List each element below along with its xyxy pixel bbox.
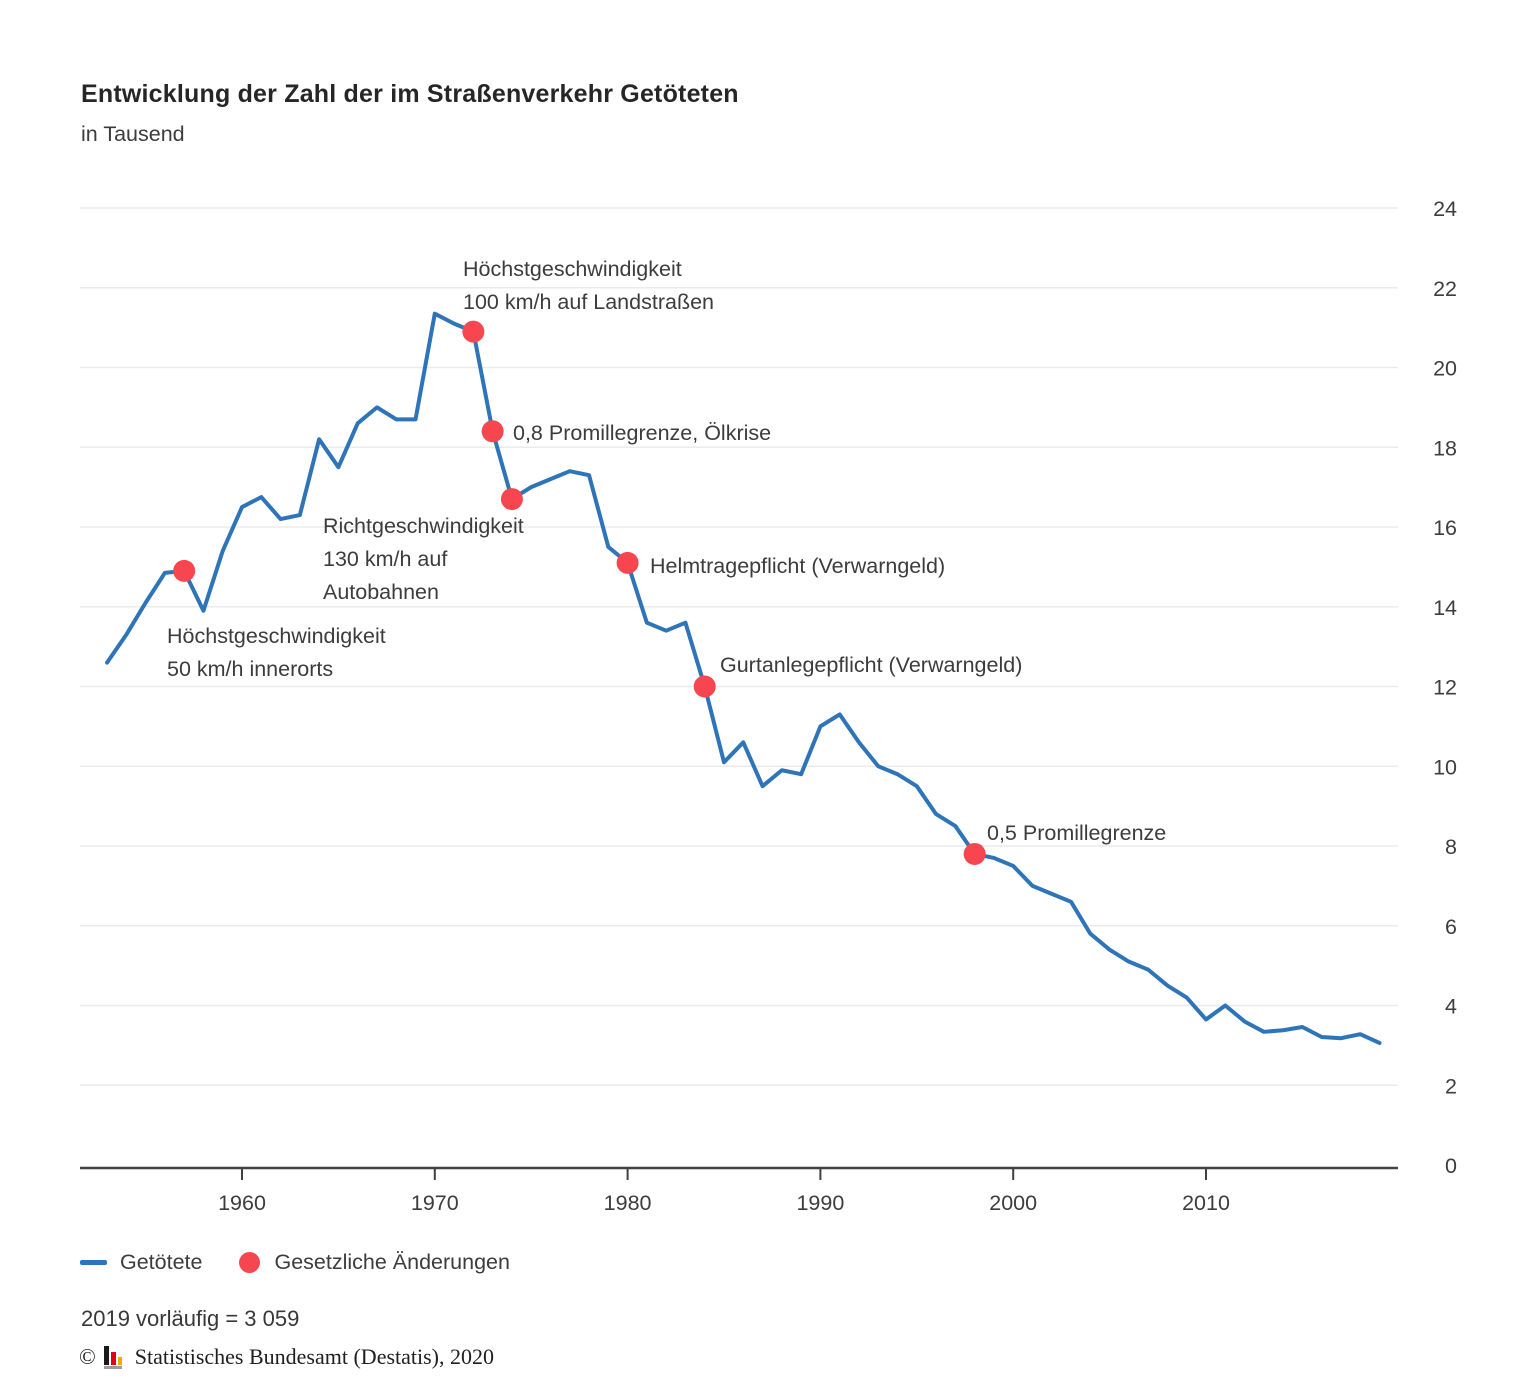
y-tick-label-14: 14 bbox=[1433, 596, 1457, 620]
y-tick-label-4: 4 bbox=[1445, 995, 1457, 1019]
copyright-line: © Statistisches Bundesamt (Destatis), 20… bbox=[79, 1344, 494, 1370]
line-chart: 0 2 4 6 8 10 12 14 16 18 20 22 24 1960 1970 1980 1990 200… bbox=[80, 197, 1457, 1215]
page-subtitle: in Tausend bbox=[81, 122, 185, 146]
x-tick-label-1990: 1990 bbox=[796, 1191, 844, 1215]
x-tick-label-1980: 1980 bbox=[604, 1191, 652, 1215]
x-tick-label-2000: 2000 bbox=[989, 1191, 1037, 1215]
copyright-symbol: © bbox=[79, 1344, 96, 1369]
legal-change-dot-hoechstgeschwindigkeit-50 bbox=[173, 559, 196, 582]
data-line-getoetete bbox=[105, 311, 1382, 1045]
legend-label-line: Getötete bbox=[120, 1249, 203, 1274]
x-tick-label-2010: 2010 bbox=[1182, 1191, 1230, 1215]
legal-change-dot-promillegrenze-05 bbox=[963, 842, 986, 865]
x-tick-label-1970: 1970 bbox=[411, 1191, 459, 1215]
y-tick-label-12: 12 bbox=[1433, 676, 1457, 700]
y-tick-label-20: 20 bbox=[1433, 357, 1457, 381]
y-tick-label-2: 2 bbox=[1445, 1074, 1457, 1098]
y-tick-label-10: 10 bbox=[1433, 755, 1457, 779]
y-tick-label-16: 16 bbox=[1433, 516, 1457, 540]
y-tick-label-22: 22 bbox=[1433, 277, 1457, 301]
y-tick-label-6: 6 bbox=[1445, 915, 1457, 939]
legal-change-dot-gurtanlegepflicht bbox=[693, 675, 716, 698]
y-tick-label-0: 0 bbox=[1445, 1154, 1457, 1178]
page-title: Entwicklung der Zahl der im Straßenverke… bbox=[81, 80, 739, 108]
x-tick-label-1960: 1960 bbox=[218, 1191, 266, 1215]
legal-change-dot-promillegrenze-08 bbox=[481, 420, 504, 443]
line-series-swatch bbox=[80, 1259, 107, 1265]
y-tick-label-18: 18 bbox=[1433, 436, 1457, 460]
copyright-text: Statistisches Bundesamt (Destatis), 2020 bbox=[134, 1344, 495, 1369]
legal-change-dot-hoechstgeschwindigkeit-100 bbox=[462, 320, 485, 343]
footnote-2019-preliminary: 2019 vorläufig = 3 059 bbox=[81, 1306, 300, 1331]
legal-change-dot-swatch bbox=[239, 1251, 261, 1273]
y-tick-label-8: 8 bbox=[1445, 835, 1457, 859]
legal-change-dot-helmtragepflicht bbox=[616, 551, 639, 574]
legal-change-dot-richtgeschwindigkeit-130 bbox=[500, 488, 523, 511]
destatis-logo-icon bbox=[103, 1346, 122, 1369]
legend: Getötete Gesetzliche Änderungen bbox=[80, 1248, 510, 1276]
y-tick-label-24: 24 bbox=[1433, 197, 1457, 221]
legend-label-dots: Gesetzliche Änderungen bbox=[274, 1249, 510, 1274]
